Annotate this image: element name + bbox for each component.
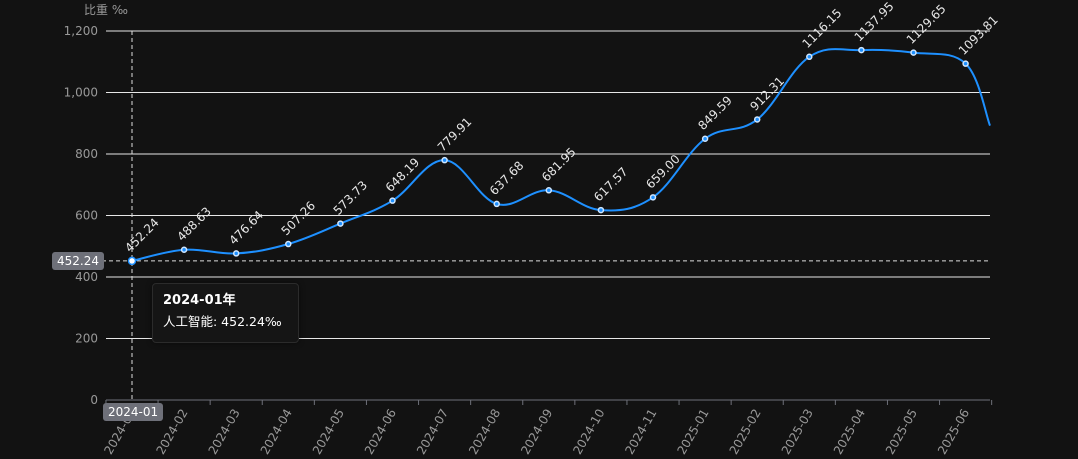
x-tick-label: 2024-09 bbox=[518, 407, 555, 457]
data-label: 476.64 bbox=[226, 208, 266, 248]
data-point bbox=[389, 197, 396, 204]
data-label: 637.68 bbox=[487, 158, 527, 198]
data-point bbox=[493, 200, 500, 208]
x-tick-label: 2025-06 bbox=[935, 407, 972, 457]
data-point bbox=[910, 49, 917, 56]
y-tick-label: 1,200 bbox=[64, 24, 98, 38]
tooltip-body: 人工智能: 452.24‰ bbox=[163, 314, 282, 329]
data-label: 488.63 bbox=[174, 204, 214, 244]
data-point bbox=[753, 116, 761, 123]
data-point bbox=[649, 194, 657, 201]
data-point bbox=[180, 246, 188, 253]
tooltip-title: 2024-01年 bbox=[163, 293, 236, 308]
x-tick-label: 2024-04 bbox=[258, 407, 295, 457]
x-tick-label: 2025-04 bbox=[831, 407, 868, 457]
x-tick-label: 2025-05 bbox=[883, 407, 920, 457]
tooltip: 2024-01年 人工智能: 452.24‰ bbox=[152, 283, 299, 343]
y-tick-label: 400 bbox=[75, 270, 98, 284]
x-tick-label: 2025-03 bbox=[779, 407, 816, 457]
x-axis-ticks: 2024-01 2024-02 2024-03 2024-04 2024-05 2024-… bbox=[101, 400, 993, 457]
data-point bbox=[858, 46, 865, 54]
x-tick-label: 2024-07 bbox=[414, 407, 451, 457]
x-tick-label: 2024-11 bbox=[622, 407, 659, 457]
x-tick-label: 2024-08 bbox=[466, 407, 503, 457]
data-point bbox=[806, 53, 813, 61]
x-tick-label: 2024-06 bbox=[362, 407, 399, 457]
data-label: 452.24 bbox=[122, 215, 162, 255]
y-tick-label: 200 bbox=[75, 332, 98, 346]
data-label: 617.57 bbox=[591, 165, 631, 205]
data-point bbox=[285, 240, 292, 248]
y-axis-ticks: 0 200 400 600 800 1,000 1,200 bbox=[64, 24, 98, 407]
x-tick-label: 2025-02 bbox=[727, 407, 764, 457]
data-point bbox=[232, 250, 240, 257]
data-points bbox=[127, 46, 969, 266]
crosshair bbox=[102, 31, 990, 400]
x-tick-label: 2025-01 bbox=[675, 407, 712, 457]
data-point bbox=[701, 135, 709, 143]
data-point bbox=[597, 206, 605, 214]
data-label: 1116.15 bbox=[800, 6, 845, 51]
data-label: 779.91 bbox=[435, 115, 475, 155]
data-label: 849.59 bbox=[695, 93, 735, 133]
x-tick-label: 2024-10 bbox=[570, 407, 607, 457]
data-label: 1093.81 bbox=[956, 13, 1001, 58]
y-axis-title: 比重 ‰ bbox=[84, 3, 128, 17]
x-tick-label: 2024-05 bbox=[310, 407, 347, 457]
data-label: 648.19 bbox=[383, 155, 423, 195]
data-point bbox=[127, 256, 137, 266]
data-label: 1137.95 bbox=[852, 0, 897, 44]
data-point bbox=[545, 187, 553, 194]
x-pointer-label: 2024-01 bbox=[103, 403, 164, 421]
data-label: 681.95 bbox=[539, 145, 579, 185]
data-label: 1129.65 bbox=[904, 2, 949, 47]
y-pointer-label: 452.24 bbox=[52, 252, 104, 270]
y-tick-label: 600 bbox=[75, 209, 98, 223]
x-tick-label: 2024-03 bbox=[206, 407, 243, 457]
y-tick-label: 800 bbox=[75, 147, 98, 161]
grid-lines bbox=[106, 30, 990, 401]
data-point bbox=[441, 156, 448, 164]
y-tick-label: 1,000 bbox=[64, 86, 98, 100]
data-label: 573.73 bbox=[331, 178, 371, 218]
data-label: 507.26 bbox=[279, 199, 319, 239]
data-point bbox=[337, 220, 344, 227]
data-labels: 452.24 488.63 476.64 507.26 573.73 648.19 779.… bbox=[122, 0, 1001, 255]
y-tick-label: 0 bbox=[90, 393, 98, 407]
data-point bbox=[962, 60, 969, 67]
